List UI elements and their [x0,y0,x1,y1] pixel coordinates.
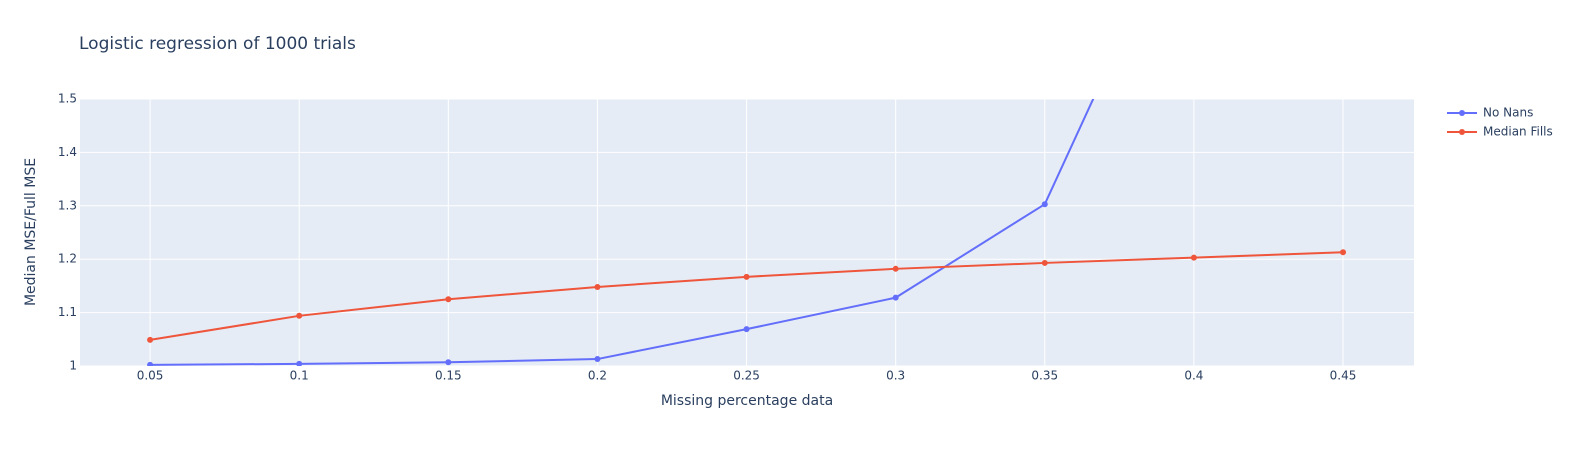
x-tick-label: 0.2 [588,369,607,383]
data-point [1340,249,1347,256]
data-point [743,326,750,333]
labels: 1 1.1 1.2 1.3 1.4 1.5 0.05 0.1 0.15 0.2 0.25 0.3 0.3… [58,92,1553,383]
data-point [445,296,452,303]
y-tick-label: 1.4 [58,145,77,159]
x-tick-label: 0.15 [435,369,462,383]
series-line [150,99,1095,366]
data-point [594,356,601,363]
data-point [892,294,899,301]
legend-label: Median Fills [1483,125,1553,139]
data-point [147,336,154,343]
y-tick-label: 1.3 [58,198,77,212]
data-point [296,360,303,366]
x-tick-label: 0.35 [1031,369,1058,383]
y-tick-label: 1.1 [58,305,77,319]
grid [80,98,1414,367]
x-tick-label: 0.25 [733,369,760,383]
data-point [445,359,452,366]
x-tick-label: 0.3 [886,369,905,383]
x-tick-label: 0.4 [1184,369,1203,383]
data-point [296,312,303,319]
plot-marks [147,99,1347,366]
y-tick-label: 1.2 [58,252,77,266]
y-tick-label: 1 [69,359,77,373]
legend-marker [1459,110,1465,116]
chart-title: Logistic regression of 1000 trials [79,34,356,54]
data-point [743,273,750,280]
y-tick-label: 1.5 [58,92,77,106]
data-point [1190,254,1197,261]
legend-label: No Nans [1483,106,1533,120]
x-tick-label: 0.1 [290,369,309,383]
data-point [147,361,154,366]
x-tick-label: 0.45 [1330,369,1357,383]
data-point [1041,201,1048,208]
data-point [1041,259,1048,266]
y-axis-title: Median MSE/Full MSE [23,158,39,306]
x-tick-label: 0.05 [137,369,164,383]
data-point [594,283,601,290]
data-point [892,265,899,272]
x-axis-title: Missing percentage data [661,393,833,409]
legend-marker [1459,129,1465,135]
